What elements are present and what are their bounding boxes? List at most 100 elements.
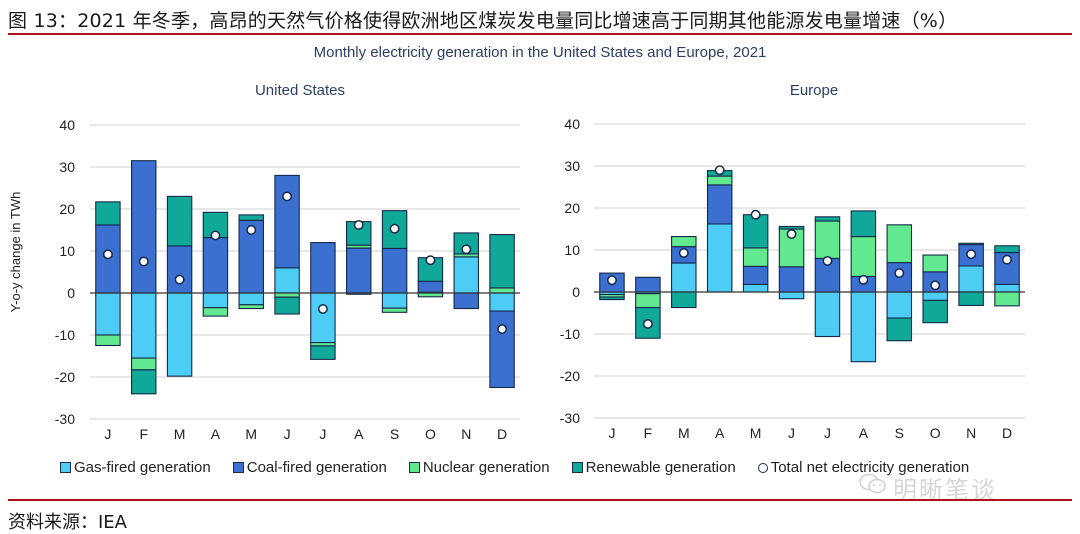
total-marker [858,274,869,285]
total-marker [642,318,653,329]
x-tick-label: D [497,426,507,442]
bar-segment-coal [274,174,300,269]
figure-title: 图 13：2021 年冬季，高昂的天然气价格使得欧洲地区煤炭发电量同比增速高于同… [8,10,958,32]
x-tick-label: J [104,426,111,442]
y-tick-label: 40 [59,117,75,133]
bar-segment-gas [742,283,769,293]
bar-segment-gas [958,265,984,293]
panel-europe: Europe 40 30 20 10 0 -10 -20 -30 J F M A M J J A S O N D [560,82,1025,441]
y-tick-label: -30 [560,410,580,426]
bar-segment-nuclear [671,236,697,248]
x-tick-label: A [859,425,869,441]
bar-segment-nuclear [95,334,121,347]
bar-segment-renew [131,369,157,395]
y-tick-label: 0 [67,285,75,301]
bar-segment-renew [922,299,948,324]
x-tick-label: M [245,426,257,442]
total-marker [138,256,149,267]
total-marker [786,229,797,239]
total-marker [246,225,257,235]
y-tick-label: -30 [55,411,75,427]
bar-segment-renew [274,296,300,315]
y-tick-label: 20 [564,200,580,216]
x-tick-label: J [608,425,615,441]
legend-item-renewable: Renewable generation [571,459,736,476]
bar-segment-coal [166,245,193,294]
legend-marker-total [757,462,768,473]
bar-segment-coal [489,310,515,389]
bar-segment-gas [886,291,913,319]
total-marker [930,280,941,291]
bar-segment-renew [599,296,625,301]
total-marker [174,274,185,285]
total-marker [750,209,761,220]
bar-segment-gas [994,283,1020,293]
bar-segment-coal [381,247,408,294]
total-marker [317,304,328,314]
legend-swatch-coal [232,462,244,473]
source-note: 资料来源：IEA [8,512,127,533]
legend-item-total: Total net electricity generation [757,459,970,476]
bar-segment-nuclear [381,307,408,313]
y-tick-label: 20 [59,201,75,217]
bar-segment-renew [742,214,769,249]
bar-segment-gas [95,292,121,336]
legend-swatch-renewable [571,462,583,473]
total-marker [607,275,617,286]
total-marker [389,223,400,234]
bar-segment-renew [886,317,913,342]
bar-segment-gas [814,291,841,338]
total-marker [966,249,977,260]
y-tick-label: 0 [572,284,580,300]
bar-segment-nuclear [706,175,733,186]
total-marker [210,230,221,241]
bar-segment-nuclear [886,224,913,264]
bar-segment-gas [453,256,479,294]
bar-segment-renew [958,291,984,306]
legend-item-nuclear: Nuclear generation [408,459,550,476]
bar-segment-renew [489,234,515,289]
bar-segment-coal [310,242,336,294]
x-tick-label: F [644,425,653,441]
total-marker [497,324,508,335]
legend-label: Total net electricity generation [770,459,970,476]
legend-item-coal: Coal-fired generation [232,459,387,476]
legend-swatch-gas [60,462,71,473]
bar-segment-gas [274,267,300,294]
bar-segment-nuclear [238,304,264,310]
legend-label: Renewable generation [585,459,736,476]
legend-label: Gas-fired generation [74,459,211,476]
y-axis-label: Y-o-y change in TWh [8,192,23,313]
legend-label: Coal-fired generation [246,459,387,476]
bar-segment-nuclear [274,292,300,298]
x-tick-label: J [319,426,326,442]
bar-segment-gas [706,223,733,293]
bar-segment-nuclear [814,220,841,259]
bar-segment-renew [850,210,877,238]
total-marker [894,268,905,279]
bar-segment-nuclear [131,357,157,371]
y-tick-label: 40 [564,116,580,132]
bar-segment-nuclear [850,236,877,278]
source-rule [8,499,1072,501]
bar-segment-gas [166,292,193,377]
total-marker [678,247,689,258]
y-tick-label: -20 [55,369,75,385]
bar-segment-gas [131,292,157,359]
x-tick-label: S [390,426,399,442]
x-tick-label: J [284,426,291,442]
bar-segment-nuclear [489,287,515,294]
legend: Gas-fired generation Coal-fired generati… [60,459,969,476]
chart-title: Monthly electricity generation in the Un… [313,44,767,61]
x-tick-label: M [750,425,762,441]
x-tick-label: O [930,425,941,441]
x-tick-label: D [1002,425,1012,441]
panel-united-states: United States Y-o-y change in TWh 40 30 20 10… [8,82,520,442]
x-tick-label: A [715,425,725,441]
x-tick-label: S [895,425,904,441]
total-marker [425,255,436,266]
y-tick-label: 30 [564,158,580,174]
bar-segment-coal [202,237,229,294]
bar-segment-renew [166,195,193,247]
title-rule [8,33,1072,35]
